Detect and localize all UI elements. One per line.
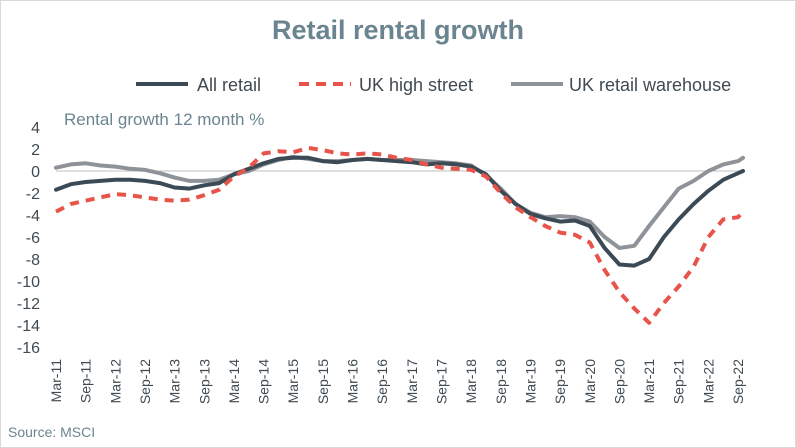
x-tick-label: Sep-18 bbox=[493, 359, 509, 404]
x-tick-label: Sep-11 bbox=[78, 359, 94, 403]
x-tick-label: Mar-16 bbox=[345, 359, 361, 404]
legend-label: UK retail warehouse bbox=[569, 75, 731, 95]
y-tick-label: -12 bbox=[17, 296, 40, 313]
chart-annotation: Rental growth 12 month % bbox=[64, 110, 264, 129]
legend-label: UK high street bbox=[359, 75, 473, 95]
series-line-all-retail bbox=[54, 155, 745, 268]
x-tick-label: Mar-19 bbox=[522, 359, 538, 404]
x-tick-label: Mar-21 bbox=[641, 359, 657, 404]
x-tick-label: Sep-12 bbox=[137, 359, 153, 404]
legend-label: All retail bbox=[197, 75, 261, 95]
x-tick-label: Mar-22 bbox=[700, 359, 716, 404]
x-tick-label: Mar-17 bbox=[404, 359, 420, 404]
x-tick-label: Sep-19 bbox=[552, 359, 568, 404]
source-note: Source: MSCI bbox=[8, 424, 96, 440]
y-tick-label: -2 bbox=[26, 186, 40, 203]
y-tick-label: 2 bbox=[31, 142, 40, 159]
y-tick-label: 4 bbox=[31, 120, 40, 137]
x-tick-label: Mar-18 bbox=[463, 359, 479, 404]
x-tick-label: Mar-11 bbox=[48, 359, 64, 403]
x-tick-label: Sep-13 bbox=[196, 359, 212, 404]
x-tick-label: Sep-20 bbox=[611, 359, 627, 404]
y-tick-label: -8 bbox=[26, 252, 40, 269]
chart-title: Retail rental growth bbox=[271, 15, 525, 45]
x-tick-label: Mar-12 bbox=[107, 359, 123, 404]
y-tick-label: -6 bbox=[26, 230, 40, 247]
x-tick-label: Sep-14 bbox=[256, 359, 272, 404]
x-tick-label: Mar-15 bbox=[285, 359, 301, 404]
x-tick-label: Mar-20 bbox=[582, 359, 598, 404]
y-tick-label: 0 bbox=[31, 164, 40, 181]
y-tick-label: -16 bbox=[17, 340, 40, 357]
x-tick-label: Sep-16 bbox=[374, 359, 390, 404]
x-tick-label: Sep-15 bbox=[315, 359, 331, 404]
x-tick-label: Mar-13 bbox=[167, 359, 183, 404]
y-tick-label: -4 bbox=[26, 208, 40, 225]
y-tick-label: -10 bbox=[17, 274, 40, 291]
x-tick-label: Sep-17 bbox=[434, 359, 450, 404]
y-tick-label: -14 bbox=[17, 318, 40, 335]
x-tick-label: Sep-21 bbox=[671, 359, 687, 404]
x-tick-label: Sep-22 bbox=[730, 359, 746, 404]
x-tick-label: Mar-14 bbox=[226, 359, 242, 404]
series-line-uk-high-street bbox=[55, 145, 745, 325]
series-line-uk-retail-warehouse bbox=[54, 154, 745, 250]
